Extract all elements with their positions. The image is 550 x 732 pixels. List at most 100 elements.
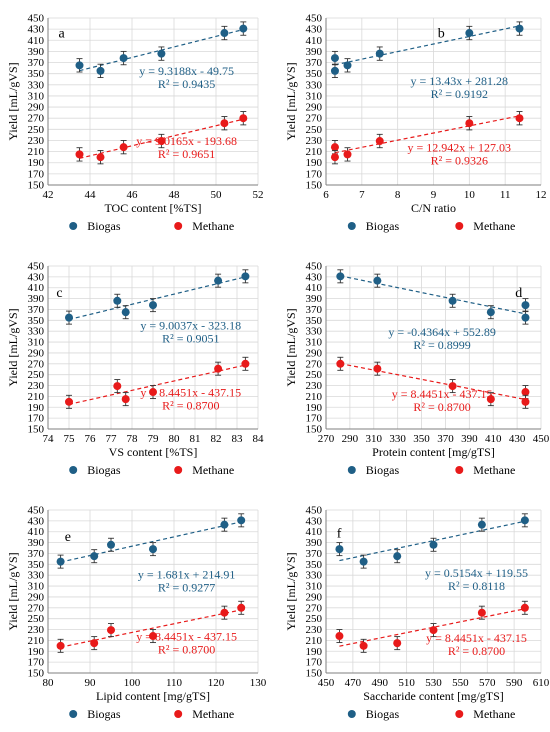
y-tick-label: 350: [306, 68, 323, 80]
x-tick-label: 330: [389, 433, 406, 445]
methane-point: [121, 395, 130, 404]
y-tick-label: 390: [28, 293, 45, 305]
biogas-point: [239, 24, 248, 33]
y-tick-label: 430: [306, 515, 323, 527]
methane-point: [107, 626, 115, 635]
y-tick-label: 230: [28, 380, 45, 392]
biogas-trendline: [68, 276, 246, 321]
biogas-r-squared: R² = 0.9435: [158, 77, 215, 91]
methane-r-squared: R² = 0.8700: [413, 400, 470, 414]
panel-letter: f: [337, 527, 342, 542]
methane-equation: y = 8.4451x - 437.15: [426, 631, 527, 645]
methane-equation: y = 8.4451x - 437.15: [136, 629, 237, 643]
y-tick-label: 170: [306, 168, 323, 180]
legend: Biogas Methane: [347, 219, 515, 233]
y-tick-label: 230: [28, 135, 45, 147]
y-axis-label: Yield [mL/gVS]: [6, 308, 20, 386]
y-tick-label: 410: [306, 282, 323, 294]
methane-point: [486, 395, 495, 404]
y-tick-label: 450: [28, 13, 45, 25]
legend-biogas-marker: [69, 466, 78, 474]
legend-methane-marker: [174, 710, 183, 718]
x-tick-label: 270: [318, 433, 335, 445]
y-tick-label: 150: [28, 424, 45, 436]
y-tick-label: 150: [306, 424, 323, 436]
biogas-point: [477, 520, 486, 529]
y-tick-label: 270: [306, 358, 323, 370]
methane-point: [214, 364, 223, 373]
x-tick-label: 76: [85, 433, 97, 445]
x-tick-label: 77: [106, 433, 118, 445]
methane-r-squared: R² = 0.9651: [158, 147, 215, 161]
y-tick-label: 290: [28, 591, 45, 603]
y-tick-label: 330: [306, 326, 323, 338]
methane-point: [448, 382, 457, 391]
y-tick-label: 450: [306, 505, 323, 517]
methane-point: [330, 153, 339, 162]
y-tick-label: 230: [306, 135, 323, 147]
y-tick-label: 150: [28, 180, 45, 192]
methane-point: [521, 388, 530, 397]
panel-letter: c: [56, 286, 62, 301]
methane-point: [393, 639, 402, 648]
x-tick-label: 78: [127, 433, 139, 445]
x-tick-label: 48: [169, 189, 181, 201]
y-axis-label: Yield [mL/gVS]: [284, 308, 298, 386]
methane-point: [90, 639, 99, 648]
biogas-point: [113, 296, 122, 305]
x-tick-label: 80: [43, 677, 55, 689]
legend-biogas-marker: [69, 710, 78, 718]
y-tick-label: 290: [306, 347, 323, 359]
x-tick-label: 490: [372, 677, 389, 689]
methane-point: [373, 364, 382, 373]
y-tick-label: 250: [306, 369, 323, 381]
methane-point: [75, 150, 84, 159]
biogas-point: [107, 540, 115, 549]
biogas-equation: y = 9.3188x - 49.75: [139, 64, 234, 78]
y-tick-label: 370: [28, 548, 45, 560]
biogas-point: [96, 66, 105, 75]
methane-point: [515, 114, 524, 123]
y-tick-label: 330: [28, 570, 45, 582]
biogas-equation: y = -0.4364x + 552.89: [388, 325, 496, 339]
biogas-r-squared: R² = 0.8118: [448, 579, 505, 593]
y-tick-label: 350: [28, 315, 45, 327]
panel-letter: b: [438, 27, 445, 42]
biogas-r-squared: R² = 0.9192: [431, 87, 488, 101]
y-tick-label: 430: [28, 515, 45, 527]
biogas-point: [373, 276, 382, 285]
legend-methane-marker: [455, 710, 464, 718]
y-tick-label: 370: [28, 57, 45, 69]
methane-trendline: [334, 115, 520, 154]
y-tick-label: 330: [28, 326, 45, 338]
y-tick-label: 210: [28, 635, 45, 647]
x-axis-label: Protein content [mg/gTS]: [372, 445, 495, 459]
y-tick-label: 210: [28, 391, 45, 403]
y-axis-label: Yield [mL/gVS]: [6, 62, 20, 140]
y-tick-label: 150: [28, 668, 45, 680]
y-tick-label: 430: [28, 271, 45, 283]
x-tick-label: 410: [485, 433, 502, 445]
y-axis-label: Yield [mL/gVS]: [284, 62, 298, 140]
biogas-point: [343, 61, 352, 70]
y-tick-label: 410: [28, 35, 45, 47]
legend-methane-marker: [455, 222, 464, 230]
y-tick-label: 410: [306, 526, 323, 538]
chart-panel-b: 1501701902102302502702903103303503703904…: [284, 13, 547, 234]
x-tick-label: 11: [500, 189, 511, 201]
x-tick-label: 80: [169, 433, 181, 445]
y-tick-label: 270: [28, 602, 45, 614]
biogas-point: [521, 301, 530, 310]
legend: Biogas Methane: [347, 707, 515, 721]
y-tick-label: 450: [306, 13, 323, 25]
x-tick-label: 110: [166, 677, 183, 689]
methane-point: [359, 641, 368, 650]
y-tick-label: 250: [306, 124, 323, 136]
biogas-trendline: [340, 275, 526, 315]
x-tick-label: 12: [536, 189, 547, 201]
y-tick-label: 250: [28, 369, 45, 381]
biogas-equation: y = 0.5154x + 119.55: [425, 566, 528, 580]
x-tick-label: 430: [509, 433, 526, 445]
y-tick-label: 210: [306, 391, 323, 403]
